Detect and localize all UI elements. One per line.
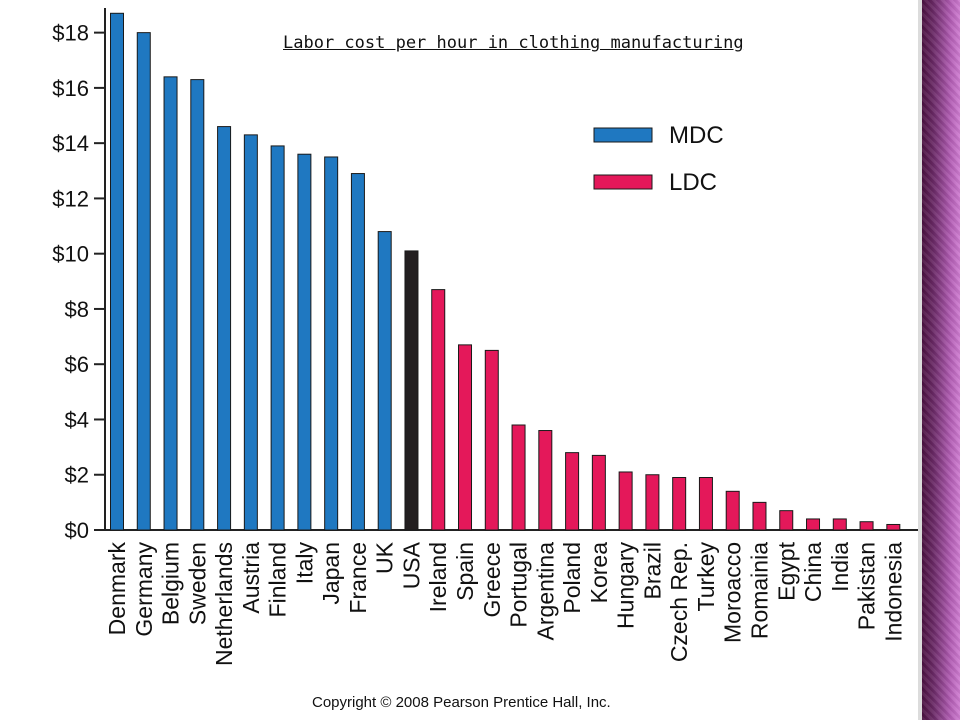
y-tick-label: $10 [52,242,89,267]
x-tick-label: Argentina [532,542,558,641]
legend-swatch-ldc [593,174,653,190]
bar-ireland [431,289,446,531]
x-tick-label: Moroacco [720,542,746,643]
chart-title: Labor cost per hour in clothing manufact… [283,33,744,53]
copyright-notice: Copyright © 2008 Pearson Prentice Hall, … [312,694,611,711]
y-tick-label: $8 [65,297,89,322]
bar-belgium [163,76,178,531]
x-tick-label: India [827,542,853,592]
x-tick-label: China [800,542,826,602]
y-tick-label: $0 [65,518,89,543]
bar-japan [324,156,339,531]
x-tick-label: Greece [479,542,505,617]
bar-finland [270,145,285,531]
decorative-side-band [922,0,960,720]
x-tick-label: UK [372,541,398,574]
bar-hungary [618,471,633,531]
bar-pakistan [859,521,874,531]
bar-brazil [645,474,660,531]
x-tick-label: Italy [291,542,317,585]
bar-uk [377,231,392,531]
bar-turkey [698,477,713,531]
y-tick-label: $2 [65,463,89,488]
x-tick-label: Czech Rep. [666,542,692,662]
x-tick-label: Poland [559,542,585,614]
bar-china [806,518,821,531]
y-tick-label: $14 [52,131,89,156]
bar-netherlands [217,126,232,531]
x-tick-label: Turkey [693,542,719,612]
bar-italy [297,153,312,531]
slide-divider [918,0,922,720]
x-tick-label: Japan [318,542,344,605]
bar-argentina [538,430,553,531]
bar-indonesia [886,523,901,531]
x-tick-label: Spain [452,542,478,601]
x-tick-label: Finland [265,542,291,617]
x-tick-label: Romainia [746,542,772,639]
bar-romainia [752,501,767,531]
x-tick-label: Netherlands [211,542,237,666]
x-tick-label: Germany [131,542,157,637]
bar-egypt [779,510,794,531]
x-tick-label: Austria [238,542,264,614]
x-tick-label: Pakistan [854,542,880,630]
bar-usa [404,250,419,531]
y-tick-label: $16 [52,76,89,101]
x-tick-label: Sweden [184,542,210,625]
y-tick-label: $4 [65,407,89,432]
bar-france [350,173,365,531]
bar-czech-rep- [672,477,687,531]
legend-swatch-mdc [593,127,653,143]
bar-denmark [110,12,124,531]
x-tick-label: Egypt [773,541,799,600]
x-tick-label: Belgium [158,542,184,625]
x-tick-label: Ireland [425,542,451,612]
y-tick-label: $18 [52,21,89,46]
bar-greece [484,349,499,531]
bar-moroacco [725,490,740,531]
x-tick-label: Indonesia [880,542,906,642]
bar-poland [565,452,580,531]
y-tick-label: $6 [65,352,89,377]
bar-india [832,518,847,531]
y-tick-label: $12 [52,186,89,211]
x-tick-label: Brazil [639,542,665,600]
x-tick-label: Hungary [613,542,639,629]
x-tick-label: Denmark [104,542,130,636]
x-tick-label: France [345,542,371,614]
legend-label-mdc: MDC [669,122,724,149]
legend-label-ldc: LDC [669,169,717,196]
bar-spain [458,344,473,531]
bar-portugal [511,424,526,531]
bar-sweden [190,79,205,531]
bar-austria [243,134,258,531]
x-tick-label: Korea [586,542,612,604]
x-tick-label: USA [398,541,424,589]
x-tick-label: Portugal [506,542,532,628]
bar-germany [136,32,151,531]
bar-korea [591,454,606,531]
